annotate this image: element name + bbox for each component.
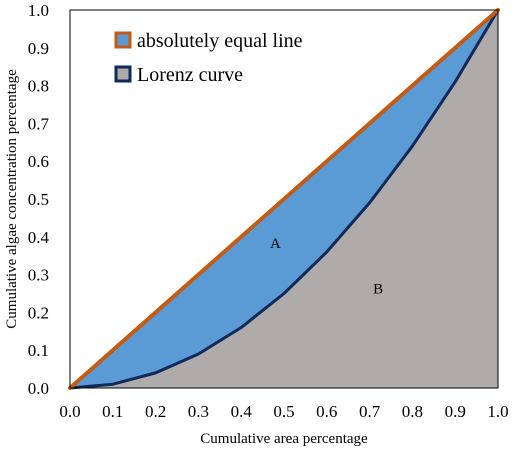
x-tick-label: 0.3: [188, 402, 209, 421]
x-tick-label: 1.0: [487, 402, 508, 421]
x-tick-label: 0.9: [445, 402, 466, 421]
y-tick-label: 0.0: [28, 379, 49, 398]
x-tick-label: 0.8: [402, 402, 423, 421]
y-tick-label: 0.2: [28, 303, 49, 322]
x-tick-label: 0.4: [231, 402, 253, 421]
x-tick-label: 0.1: [102, 402, 123, 421]
x-axis-title: Cumulative area percentage: [200, 431, 368, 447]
region-labels: AB: [270, 236, 383, 297]
equality-line: [68, 8, 500, 390]
x-tick-label: 0.5: [273, 402, 294, 421]
legend-label: Lorenz curve: [137, 64, 243, 86]
y-tick-label: 0.1: [28, 341, 49, 360]
tick-labels: 0.0 0.1 0.2 0.3 0.4 0.5 0.6 0.7 0.8 0.9 1.0 0.0 0.1 0…: [28, 1, 509, 421]
legend-swatch: [114, 65, 132, 83]
y-tick-label: 0.5: [28, 190, 49, 209]
y-tick-label: 0.3: [28, 266, 49, 285]
y-axis-title: Cumulative algae concentration percentag…: [4, 69, 20, 329]
x-tick-label: 0.2: [145, 402, 166, 421]
series-layer: [68, 8, 500, 390]
x-tick-label: 0.0: [59, 402, 80, 421]
y-tick-label: 0.7: [28, 114, 50, 133]
region-b-fill: [70, 10, 498, 388]
legend: absolutely equal line Lorenz curve: [114, 30, 303, 86]
y-tick-label: 0.4: [28, 228, 50, 247]
y-tick-label: 0.8: [28, 77, 49, 96]
y-tick-label: 1.0: [28, 1, 49, 20]
plot-area-frame: [69, 9, 499, 389]
x-tick-label: 0.6: [316, 402, 337, 421]
legend-swatch: [114, 31, 132, 49]
region-label-b: B: [373, 282, 383, 298]
legend-label: absolutely equal line: [137, 30, 303, 52]
y-tick-label: 0.6: [28, 152, 49, 171]
lorenz-curve-line: [69, 9, 500, 390]
region-label-a: A: [270, 236, 281, 252]
x-tick-label: 0.7: [359, 402, 381, 421]
y-tick-label: 0.9: [28, 39, 49, 58]
